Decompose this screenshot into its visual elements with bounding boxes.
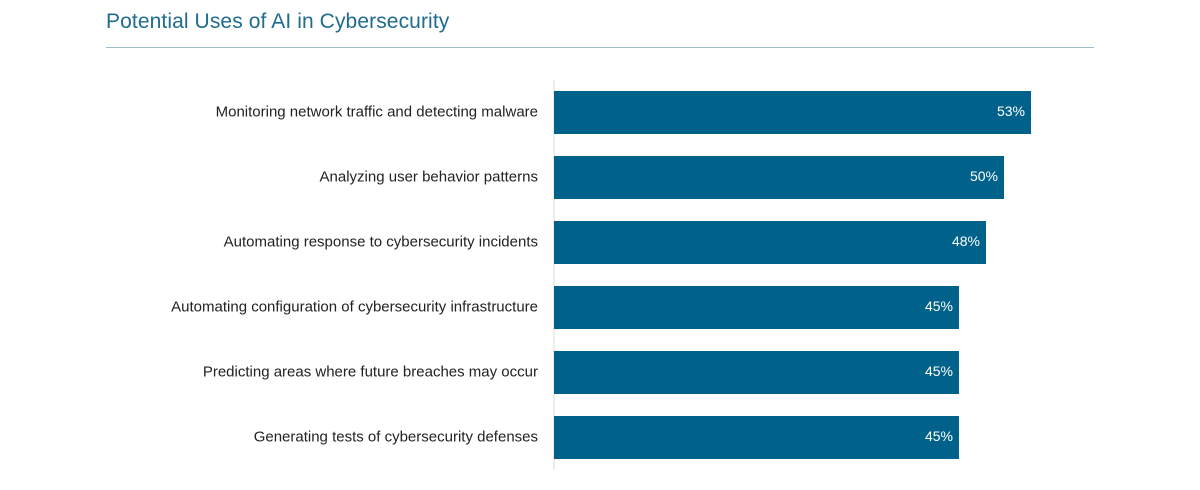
category-label-5: Predicting areas where future breaches m…: [203, 363, 538, 380]
bar-5: [554, 351, 959, 394]
bars-group: Monitoring network traffic and detecting…: [171, 91, 1031, 459]
category-label-6: Generating tests of cybersecurity defens…: [254, 428, 538, 445]
category-label-3: Automating response to cybersecurity inc…: [224, 233, 538, 250]
bar-1: [554, 91, 1031, 134]
value-label-3: 48%: [952, 233, 980, 249]
bar-3: [554, 221, 986, 264]
value-label-5: 45%: [925, 363, 953, 379]
bar-6: [554, 416, 959, 459]
value-label-6: 45%: [925, 428, 953, 444]
bar-2: [554, 156, 1004, 199]
category-label-1: Monitoring network traffic and detecting…: [216, 103, 538, 120]
value-label-4: 45%: [925, 298, 953, 314]
value-label-1: 53%: [997, 103, 1025, 119]
bar-4: [554, 286, 959, 329]
category-label-4: Automating configuration of cybersecurit…: [171, 298, 538, 315]
value-label-2: 50%: [970, 168, 998, 184]
title-divider: [106, 47, 1094, 48]
category-label-2: Analyzing user behavior patterns: [320, 168, 538, 185]
chart-title: Potential Uses of AI in Cybersecurity: [106, 10, 450, 33]
